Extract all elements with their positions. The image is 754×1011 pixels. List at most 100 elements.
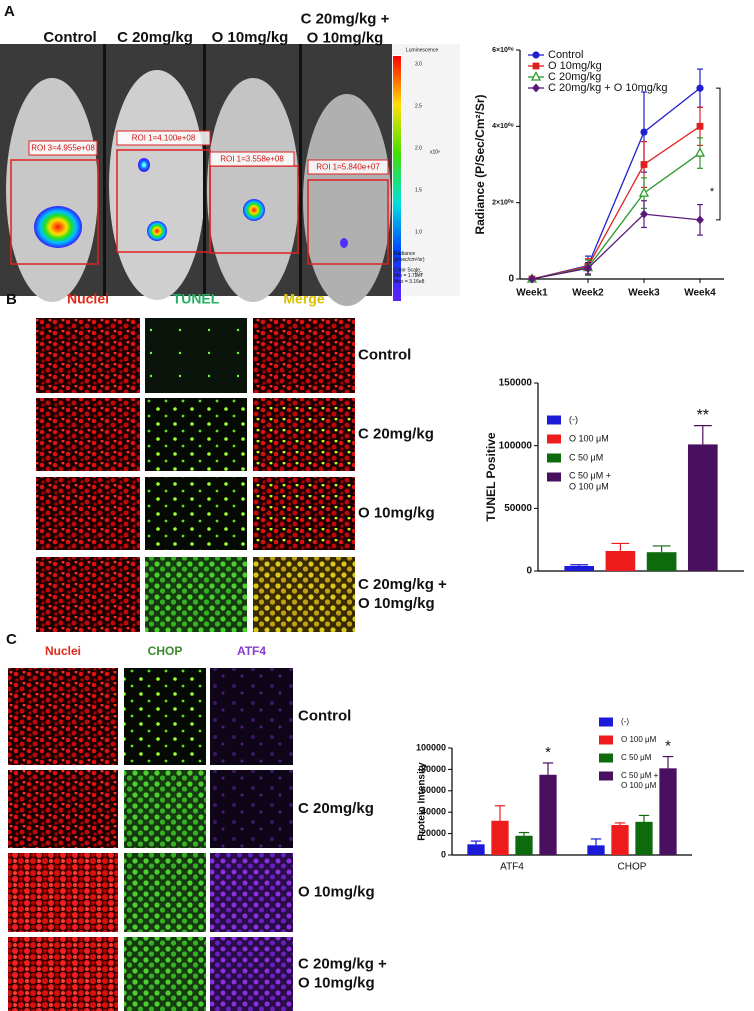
mouse-images [0,44,460,306]
micrograph [210,937,293,1011]
roi-label-box [116,130,211,146]
y-tick-label: 80000 [421,764,446,774]
x-tick-label: Week1 [516,288,548,299]
column-header: Nuclei [67,291,109,307]
legend-marker [532,51,540,59]
roi-label: ROI 3=4.955e+08 [31,144,95,153]
bar [611,825,629,855]
y-tick-label: 40000 [421,807,446,817]
panel-label: C [6,631,17,648]
series-line [531,213,701,280]
micrograph [253,557,355,632]
colorbar-scale: Color Scale Min = 1.72e7 Max = 3.16e8 [394,268,425,286]
legend-label: O 10mg/kg [548,60,602,72]
divider [203,44,206,296]
x-tick-label: Week2 [572,288,604,299]
bar [564,565,595,571]
micrograph [253,398,355,471]
micrograph [210,668,293,765]
y-tick-label: 0 [526,566,532,577]
legend-swatch [547,472,561,482]
mouse [6,78,98,302]
bar [605,550,636,571]
marker [694,147,706,157]
micrograph [36,398,140,471]
micrograph [124,770,206,848]
marker [640,128,648,136]
y-axis-label: TUNEL Positive [484,432,498,521]
bar [587,845,605,855]
y-axis-label: Protein Intensity [417,762,428,841]
column-header: CHOP [148,644,183,658]
bar [491,820,509,855]
series-line [531,87,701,280]
bar [687,444,718,571]
row-label: C 20mg/kg + O 10mg/kg [358,576,447,612]
roi-label: ROI 1=5.840e+07 [316,163,380,172]
mouse [109,70,205,300]
error-bar [542,762,554,775]
micrograph [145,557,247,632]
colorbar-title: Luminescence [406,47,438,53]
colorbar-tick: 2.0 [415,145,422,151]
annotation: ** [697,407,709,424]
colorbar-panel [392,44,460,296]
micrograph [124,668,206,765]
y-tick-label: 20000 [421,828,446,838]
roi-label: ROI 1=3.558e+08 [220,155,284,164]
error-bar [494,805,506,821]
image-label: O 10mg/kg [212,29,289,46]
signal [243,199,265,221]
roi-label-box [307,159,389,175]
legend-label: O 100 μM [621,735,657,744]
divider [103,44,106,296]
error-bar [693,425,712,445]
y-tick-label: 6×10⁰⁸ [492,46,514,54]
error-bar [611,542,630,551]
marker [584,263,592,273]
micrograph [8,668,118,765]
marker [696,84,704,92]
y-tick-label: 100000 [499,440,533,451]
micrograph [8,853,118,932]
legend-label: C 20mg/kg [548,71,601,83]
error-bar [470,840,482,845]
bar [467,844,485,855]
y-tick-label: 50000 [504,503,532,514]
x-tick-label: Week4 [684,288,716,299]
legend-swatch [547,453,561,463]
micrograph [253,318,355,393]
y-tick-label: 0 [508,274,514,285]
panel-label: B [6,291,17,308]
y-tick-label: 0 [441,849,446,859]
micrograph [36,318,140,393]
micrograph [253,477,355,550]
legend-swatch [547,434,561,444]
bar [515,835,533,855]
legend-swatch [599,771,613,781]
signal [34,206,82,248]
image-label: C 20mg/kg [117,29,193,46]
roi-box [307,179,389,265]
micrograph [8,937,118,1011]
legend-swatch [599,753,613,763]
colorbar-unit: Radiance (p/sec/cm²/sr) [394,251,425,263]
row-label: C 20mg/kg + O 10mg/kg [298,956,387,992]
column-header: Nuclei [45,644,81,658]
row-label: Control [298,707,351,724]
column-header: Merge [283,291,324,307]
y-tick-label: 150000 [499,378,533,389]
error-bar [614,822,626,826]
significance-bracket [716,87,721,221]
annotation: * [710,186,715,198]
marker [640,161,648,168]
marker [638,187,650,197]
legend-label: (-) [621,717,629,726]
legend-label: C 50 μM [621,753,652,762]
panel-label: A [4,3,15,20]
image-label: C 20mg/kg + O 10mg/kg [301,11,390,47]
marker [640,209,648,219]
row-label: C 20mg/kg [358,425,434,442]
bar [659,768,677,855]
